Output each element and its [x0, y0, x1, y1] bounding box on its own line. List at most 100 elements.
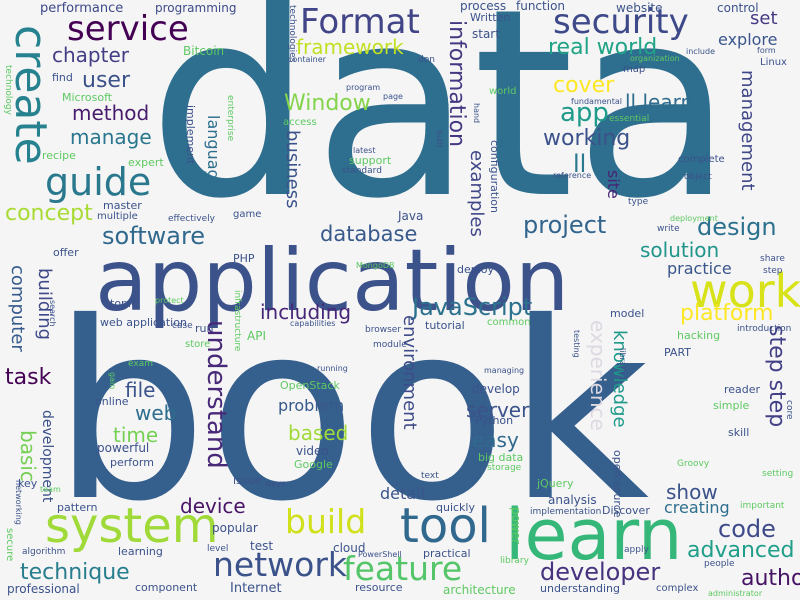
word: start — [472, 27, 500, 41]
word: tool — [400, 498, 491, 554]
word: built — [435, 130, 444, 148]
word: perform — [110, 456, 154, 469]
word: browser — [365, 325, 402, 335]
word: module — [373, 340, 407, 350]
word: technology — [3, 65, 13, 115]
word: gain — [108, 372, 117, 390]
word: learning — [118, 545, 163, 558]
word: big data — [478, 451, 524, 464]
word: professional — [7, 582, 80, 596]
word: Groovy — [677, 459, 710, 469]
word: method — [72, 101, 150, 125]
word: container — [288, 55, 326, 64]
word: run — [195, 322, 214, 335]
word: don — [418, 55, 435, 65]
word: Java — [398, 209, 424, 223]
word: computer — [7, 265, 28, 352]
word: chapter — [52, 43, 129, 67]
word: online — [95, 395, 129, 408]
word: Python — [475, 414, 514, 427]
word: developer — [540, 558, 661, 586]
word: administrator — [708, 589, 763, 598]
word: complete — [678, 154, 725, 165]
word: store — [185, 339, 211, 350]
word: multiple — [97, 211, 138, 222]
word: work — [690, 264, 800, 318]
word: understand — [201, 320, 231, 469]
word: experience — [586, 320, 610, 431]
word: program — [346, 83, 381, 92]
word: support — [349, 154, 392, 167]
word: important — [740, 501, 785, 511]
word: software — [102, 222, 206, 250]
word: MongoDB — [356, 261, 395, 270]
word: hacking — [677, 329, 721, 342]
word: write — [657, 224, 680, 234]
word: analysis — [548, 493, 597, 507]
word: game — [233, 209, 262, 220]
word: web application — [100, 316, 187, 329]
word: real world — [548, 35, 658, 60]
word: database — [320, 222, 418, 246]
word: Bitcoin — [183, 44, 225, 58]
word: examples — [466, 150, 487, 237]
word: people — [704, 559, 735, 569]
word: component — [135, 581, 198, 594]
word: quickly — [436, 501, 475, 514]
word: search — [48, 300, 57, 327]
word: manage — [70, 125, 152, 149]
word: test — [250, 539, 274, 553]
word: configuration — [488, 140, 501, 213]
word: business — [282, 130, 303, 209]
word: building — [34, 268, 55, 341]
word: project — [523, 211, 607, 239]
word: power — [509, 507, 523, 545]
word: Window — [284, 91, 371, 116]
word: function — [516, 0, 566, 13]
word: Discover — [602, 504, 650, 517]
word: topic — [110, 297, 138, 310]
word: page — [383, 92, 403, 101]
word: book — [52, 270, 650, 555]
word: API — [247, 329, 266, 343]
word: develop — [472, 382, 520, 396]
word: set — [750, 8, 778, 29]
word: networking — [14, 480, 23, 525]
word: management — [737, 70, 758, 191]
word: task — [5, 365, 52, 390]
word: storage — [487, 463, 522, 473]
word: detail — [380, 484, 425, 503]
word: data — [148, 0, 734, 256]
word: apply — [624, 545, 649, 555]
word: expert — [128, 156, 164, 169]
word: system — [45, 498, 219, 554]
word: tutorial — [425, 319, 465, 332]
word: time — [113, 423, 159, 447]
word: user — [82, 68, 130, 93]
word: protect — [155, 296, 184, 305]
word: key — [18, 477, 38, 490]
word: ll — [573, 150, 587, 178]
word: service — [67, 9, 189, 49]
word: Microsoft — [62, 91, 113, 104]
word: problem — [278, 396, 345, 415]
word: library — [500, 556, 529, 566]
word: popular — [212, 521, 258, 535]
word: framework — [296, 35, 404, 59]
word: skill — [728, 426, 750, 439]
word: explore — [718, 30, 778, 49]
word: capabilities — [290, 319, 336, 328]
word: concept — [5, 201, 93, 226]
word: web — [135, 401, 177, 425]
word: solution — [640, 238, 720, 262]
word: object — [684, 172, 712, 182]
word: JavaScript — [412, 293, 533, 321]
word: level — [207, 544, 229, 554]
word: jQuery — [537, 477, 574, 490]
word: environment — [399, 315, 420, 430]
word: case — [172, 321, 193, 331]
word: site — [604, 170, 623, 199]
word: offer — [53, 246, 79, 259]
word: performance — [40, 1, 124, 16]
word: effectively — [168, 214, 215, 224]
